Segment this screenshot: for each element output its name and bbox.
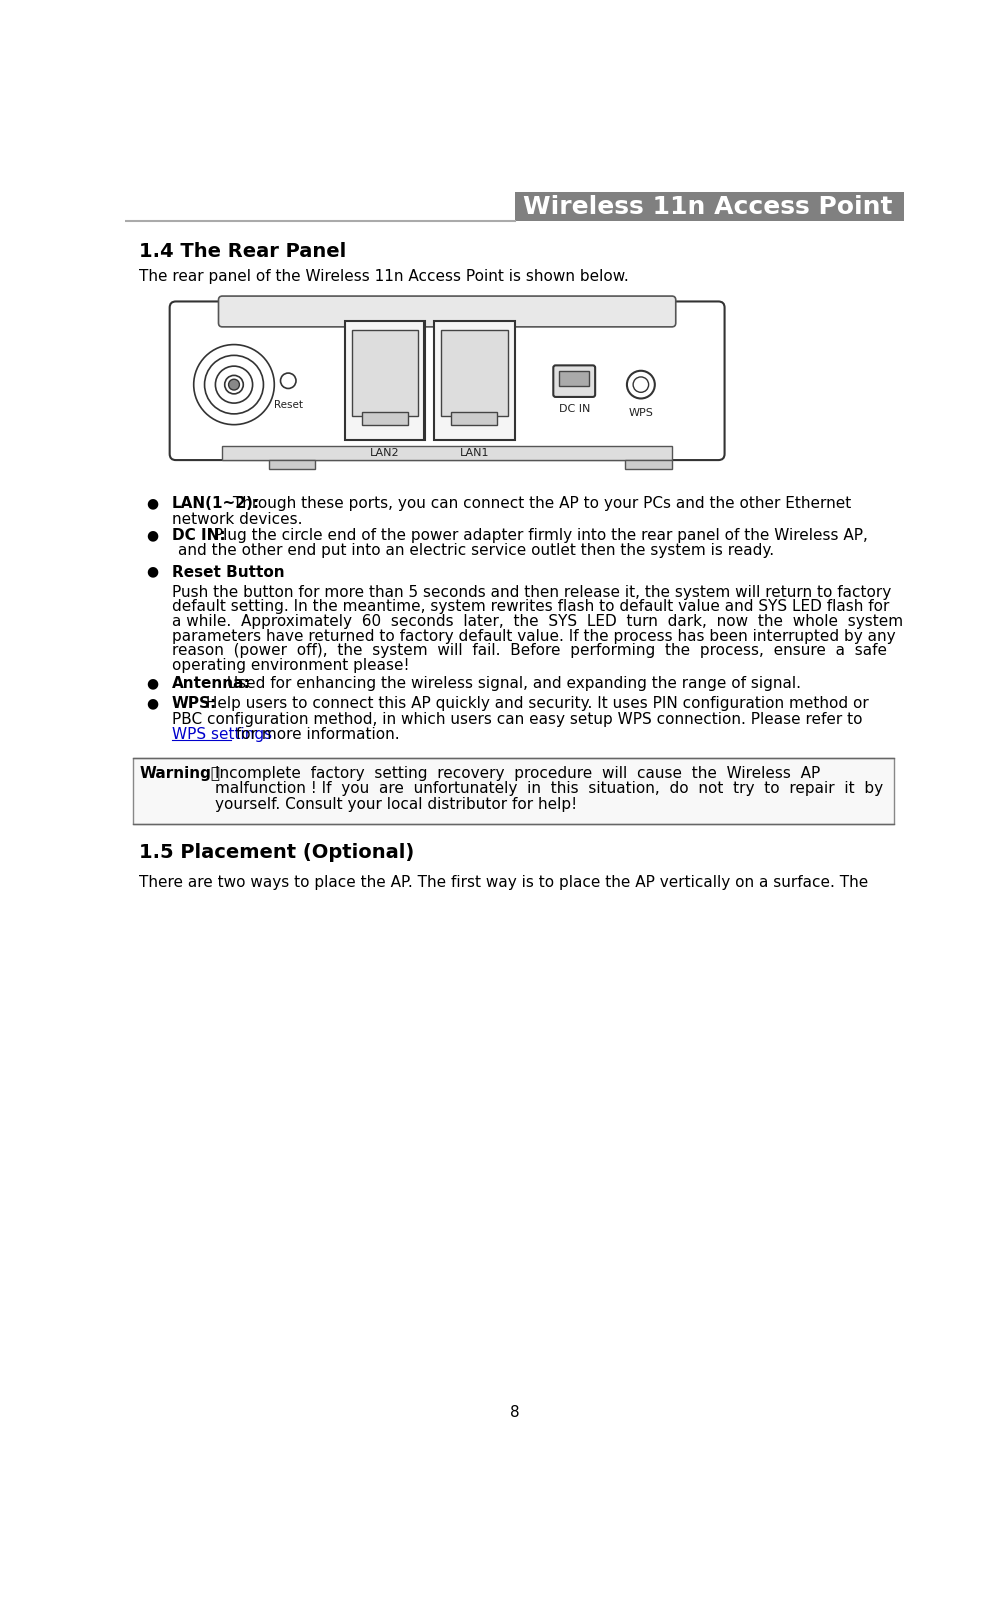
Text: for more information.: for more information. [231,727,399,743]
Text: ●: ● [146,677,158,690]
Bar [625,459,671,469]
Text: parameters have returned to factory default value. If the process has been inter: parameters have returned to factory defa… [172,629,895,644]
FancyBboxPatch shape [219,296,675,327]
Text: ●: ● [146,496,158,511]
Text: There are two ways to place the AP. The first way is to place the AP vertically : There are two ways to place the AP. The … [139,876,868,890]
Text: LAN(1~2):: LAN(1~2): [172,496,260,511]
Text: WPS: WPS [628,408,653,418]
FancyBboxPatch shape [344,322,425,440]
Text: Reset Button: Reset Button [172,565,284,580]
Text: Reset: Reset [274,400,303,410]
Text: Through these ports, you can connect the AP to your PCs and the other Ethernet: Through these ports, you can connect the… [228,496,851,511]
Text: 1.5 Placement (Optional): 1.5 Placement (Optional) [139,842,414,861]
Text: Wireless 11n Access Point: Wireless 11n Access Point [523,195,892,219]
Bar [133,757,894,823]
FancyBboxPatch shape [440,330,508,416]
Text: 1.4 The Rear Panel: 1.4 The Rear Panel [139,242,346,261]
FancyBboxPatch shape [553,365,595,397]
Text: PBC configuration method, in which users can easy setup WPS connection. Please r: PBC configuration method, in which users… [172,712,862,727]
FancyBboxPatch shape [170,301,724,459]
Text: reason  (power  off),  the  system  will  fail.  Before  performing  the  proces: reason (power off), the system will fail… [172,644,886,658]
Text: Push the button for more than 5 seconds and then release it, the system will ret: Push the button for more than 5 seconds … [172,584,891,600]
Text: Incomplete  factory  setting  recovery  procedure  will  cause  the  Wireless  A: Incomplete factory setting recovery proc… [215,765,819,781]
Text: DC IN: DC IN [558,403,590,415]
Text: network devices.: network devices. [172,512,302,527]
Text: ●: ● [146,528,158,541]
Bar [269,459,315,469]
Bar [450,411,497,426]
Text: The rear panel of the Wireless 11n Access Point is shown below.: The rear panel of the Wireless 11n Acces… [139,269,629,283]
Text: and the other end put into an electric service outlet then the system is ready.: and the other end put into an electric s… [178,543,773,559]
Text: malfunction ! If  you  are  unfortunately  in  this  situation,  do  not  try  t: malfunction ! If you are unfortunately i… [215,781,882,796]
Text: Warning：: Warning： [139,765,221,781]
Text: yourself. Consult your local distributor for help!: yourself. Consult your local distributor… [215,797,576,812]
Text: LAN2: LAN2 [370,448,399,458]
Circle shape [229,379,239,391]
Text: 8: 8 [510,1404,519,1420]
Text: ●: ● [146,565,158,580]
Text: a while.  Approximately  60  seconds  later,  the  SYS  LED  turn  dark,  now  t: a while. Approximately 60 seconds later,… [172,615,903,629]
FancyBboxPatch shape [433,322,515,440]
Text: DC IN:: DC IN: [172,528,226,543]
Bar [515,192,903,221]
Text: LAN1: LAN1 [459,448,488,458]
FancyBboxPatch shape [559,371,589,386]
FancyBboxPatch shape [351,330,418,416]
Text: Antenna:: Antenna: [172,677,251,692]
Bar [222,447,671,459]
Text: ●: ● [146,696,158,711]
Text: WPS:: WPS: [172,696,217,711]
Text: Used for enhancing the wireless signal, and expanding the range of signal.: Used for enhancing the wireless signal, … [222,677,799,692]
Text: Help users to connect this AP quickly and security. It uses PIN configuration me: Help users to connect this AP quickly an… [202,696,869,711]
Text: WPS settings: WPS settings [172,727,272,743]
Text: Plug the circle end of the power adapter firmly into the rear panel of the Wirel: Plug the circle end of the power adapter… [209,528,868,543]
Text: default setting. In the meantime, system rewrites flash to default value and SYS: default setting. In the meantime, system… [172,599,889,615]
Text: operating environment please!: operating environment please! [172,658,409,672]
Bar [361,411,408,426]
